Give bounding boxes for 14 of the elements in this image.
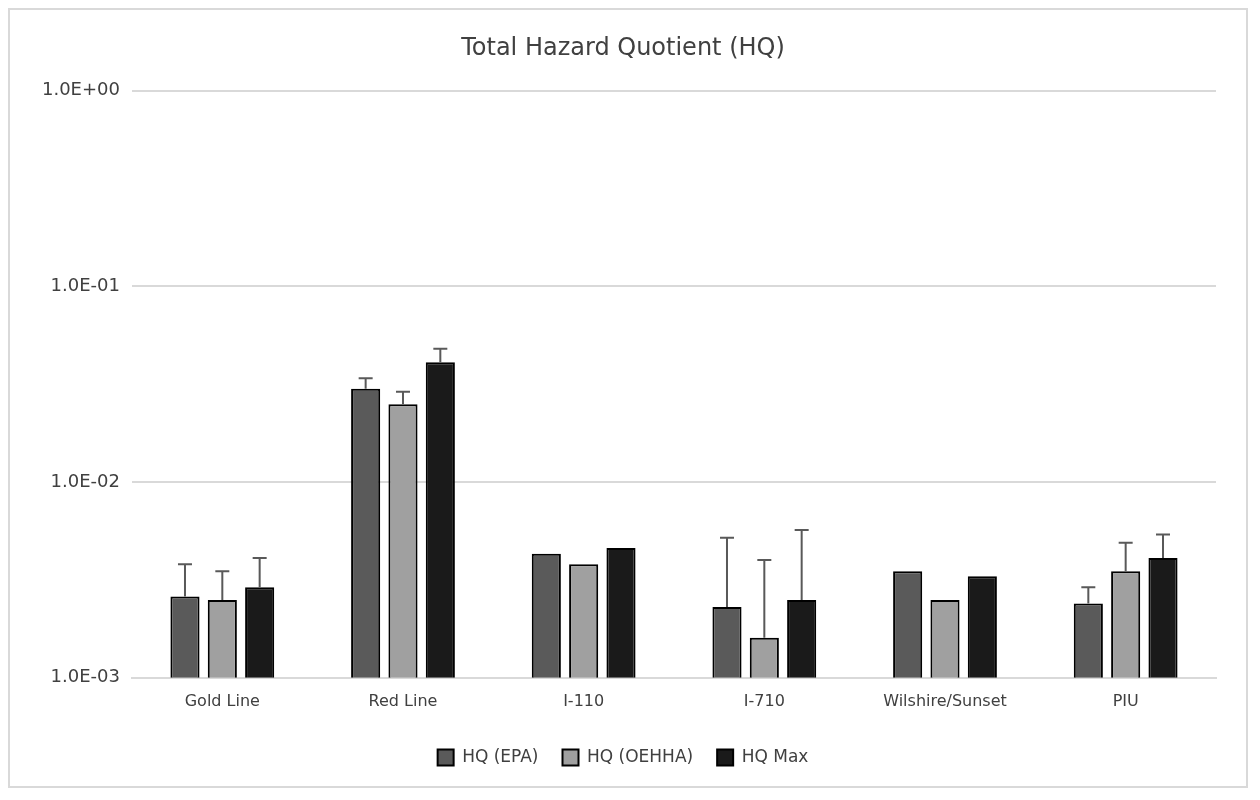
chart-title: Total Hazard Quotient (HQ): [460, 32, 785, 61]
x-tick-label: Red Line: [368, 690, 438, 710]
x-tick-label: I-710: [743, 690, 785, 710]
y-tick-label: 1.0E+00: [41, 78, 120, 100]
x-tick-label: Gold Line: [184, 690, 260, 710]
x-tick-label: PIU: [1112, 690, 1139, 710]
y-tick-label: 1.0E-03: [50, 665, 120, 687]
legend-label: HQ Max: [741, 745, 809, 766]
legend-label: HQ (EPA): [462, 745, 539, 766]
x-tick-label: Wilshire/Sunset: [883, 690, 1007, 710]
y-tick-label: 1.0E-01: [50, 274, 120, 296]
x-tick-label: I-110: [563, 690, 605, 710]
legend-label: HQ (OEHHA): [587, 745, 694, 766]
y-tick-label: 1.0E-02: [50, 469, 120, 491]
